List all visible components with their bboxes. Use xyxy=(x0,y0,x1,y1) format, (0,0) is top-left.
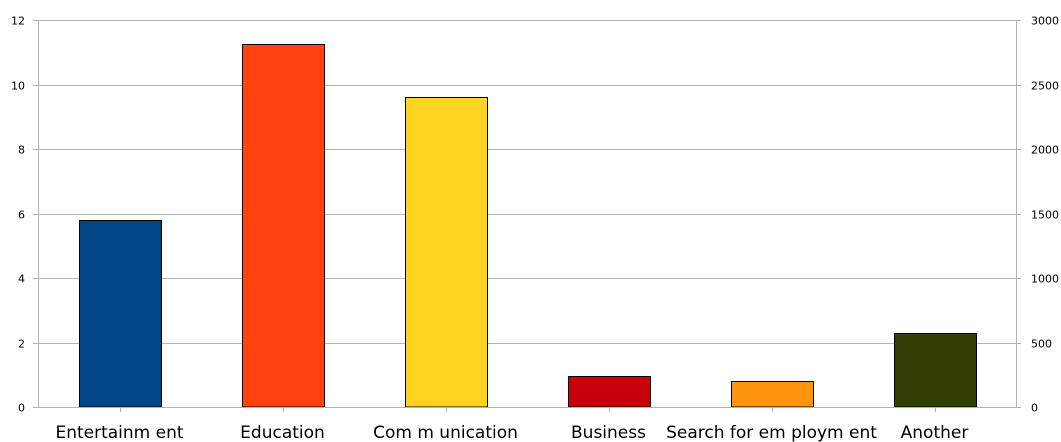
x-tick-label: Search for em ploym ent xyxy=(666,423,877,442)
bar xyxy=(242,44,325,408)
bar xyxy=(405,97,488,408)
y-tick-label: 6 xyxy=(18,209,25,222)
bar xyxy=(894,333,977,408)
y-tick-label: 8 xyxy=(18,144,25,157)
y-tick-label: 0 xyxy=(18,402,25,415)
y-tick-label: 10 xyxy=(11,80,25,93)
x-tick-label: Entertainm ent xyxy=(55,423,183,442)
y2-tick-label: 0 xyxy=(1031,402,1038,415)
x-tick-label: Another xyxy=(901,423,969,442)
gridlines xyxy=(38,20,1016,408)
x-tick-label: Business xyxy=(571,423,646,442)
bar xyxy=(731,381,814,408)
y-tick-label: 4 xyxy=(18,273,25,286)
bar xyxy=(568,376,651,408)
x-tick-label: Com m unication xyxy=(373,423,518,442)
y2-tick-label: 500 xyxy=(1031,338,1052,351)
y2-tick-label: 2500 xyxy=(1031,80,1059,93)
labels: 0 2 4 6 8 10 12 0 500 1000 1500 2000 2500 3000 Enterta… xyxy=(11,15,1059,442)
bars xyxy=(79,44,977,408)
y2-tick-label: 2000 xyxy=(1031,144,1059,157)
y-tick-label: 2 xyxy=(18,338,25,351)
y-tick-label: 12 xyxy=(11,15,25,28)
y2-tick-label: 3000 xyxy=(1031,15,1059,28)
y2-tick-label: 1500 xyxy=(1031,209,1059,222)
bar xyxy=(79,220,162,408)
y2-tick-label: 1000 xyxy=(1031,273,1059,286)
x-tick-label: Education xyxy=(240,423,325,442)
axes xyxy=(33,20,1021,412)
